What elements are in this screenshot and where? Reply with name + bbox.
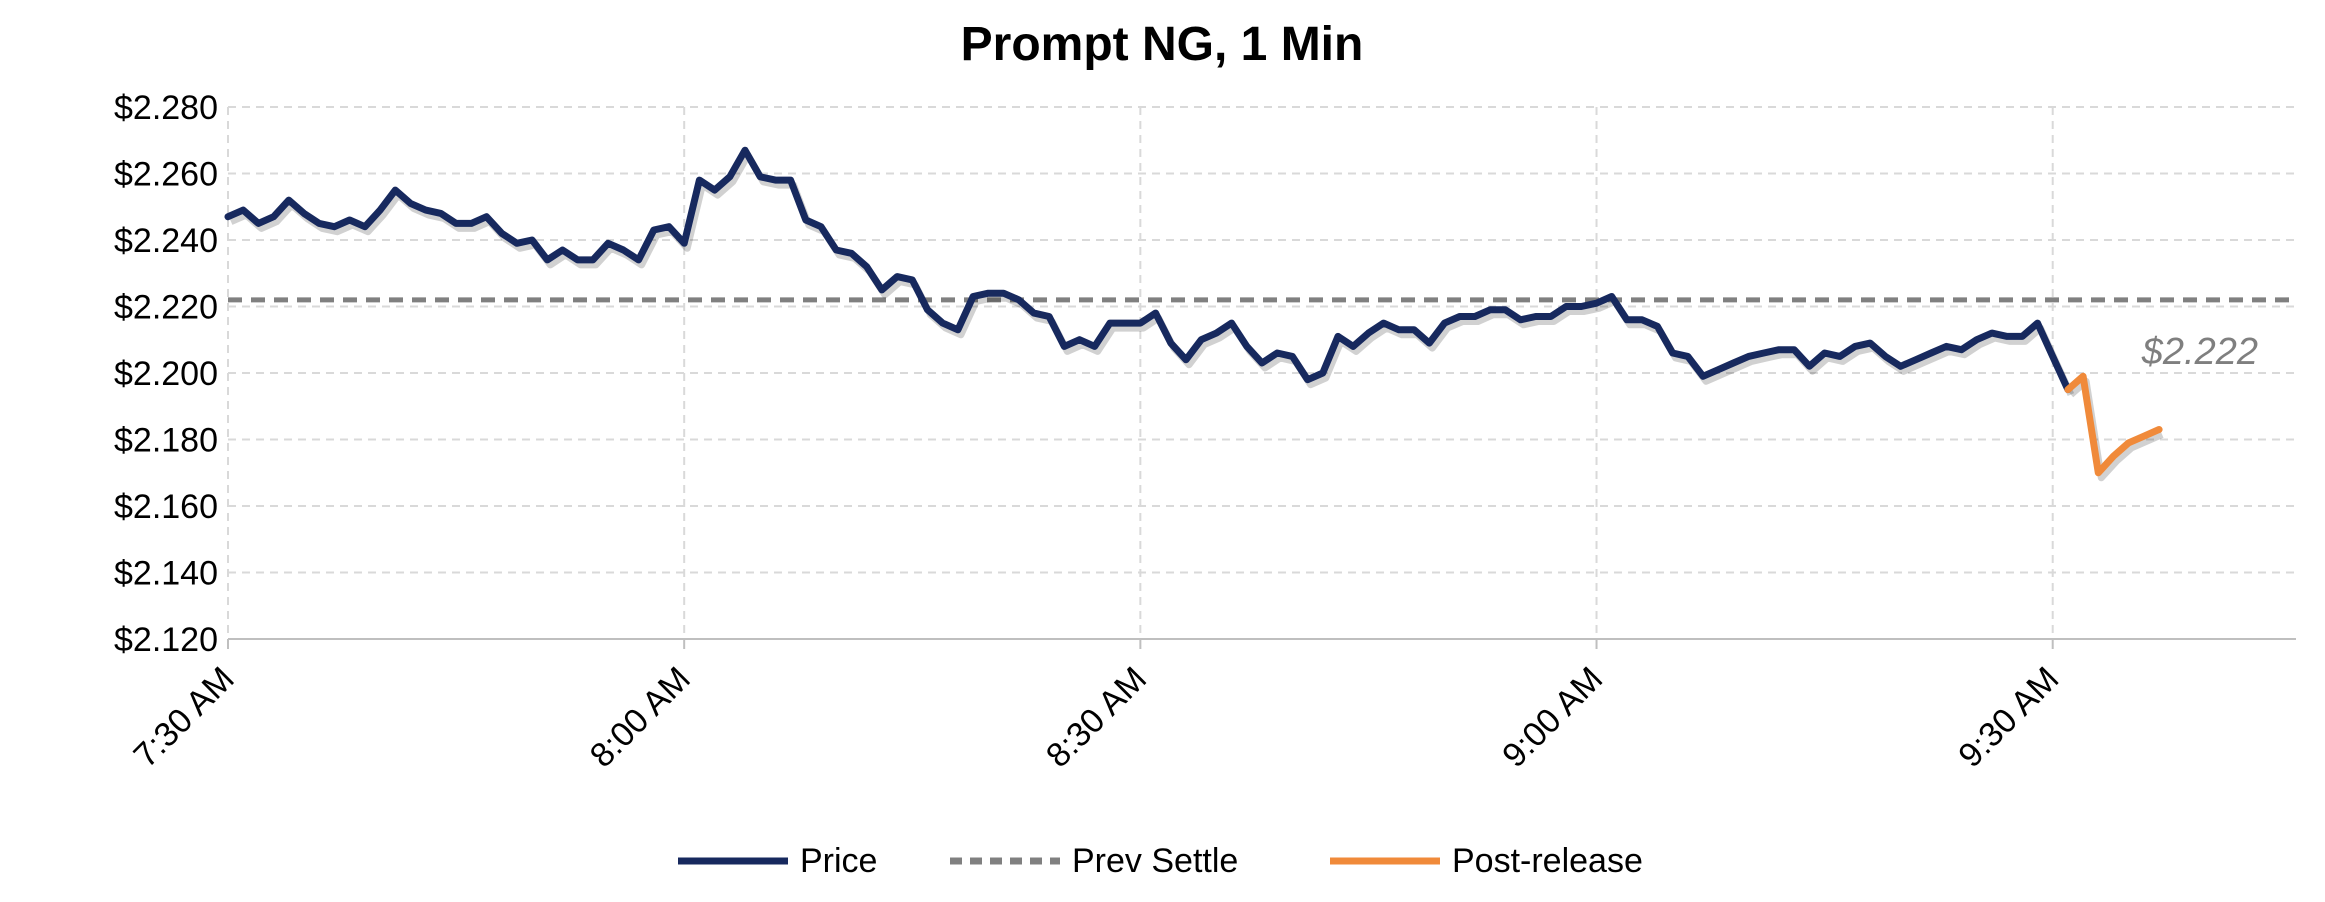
y-tick-label: $2.180: [114, 422, 218, 460]
x-tick-label-group: 8:00 AM: [583, 660, 698, 775]
legend-item-price: Price: [678, 842, 877, 880]
y-tick-label: $2.140: [114, 555, 218, 593]
legend: Price Prev Settle Post-release: [678, 842, 1643, 880]
legend-label: Prev Settle: [1072, 842, 1238, 880]
y-tick-label: $2.120: [114, 621, 218, 659]
x-tick-label: 8:00 AM: [583, 660, 698, 775]
legend-item-prev-settle: Prev Settle: [950, 842, 1238, 880]
legend-label: Post-release: [1452, 842, 1643, 880]
x-tick-label-group: 9:00 AM: [1495, 660, 1610, 775]
y-tick-label: $2.260: [114, 156, 218, 194]
y-tick-label: $2.220: [114, 289, 218, 327]
y-tick-label: $2.160: [114, 488, 218, 526]
x-tick-label-group: 7:30 AM: [127, 660, 242, 775]
x-axis-ticks: 7:30 AM 8:00 AM 8:30 AM 9:00 AM 9:30 AM: [127, 639, 2066, 775]
y-tick-label: $2.240: [114, 222, 218, 260]
x-tick-label-group: 8:30 AM: [1039, 660, 1154, 775]
x-tick-label: 9:30 AM: [1951, 660, 2066, 775]
y-tick-label: $2.280: [114, 89, 218, 127]
chart-title: Prompt NG, 1 Min: [961, 18, 1364, 71]
x-tick-label: 7:30 AM: [127, 660, 242, 775]
legend-label: Price: [800, 842, 877, 880]
x-tick-label-group: 9:30 AM: [1951, 660, 2066, 775]
price-line: [224, 146, 2072, 394]
y-tick-label: $2.200: [114, 355, 218, 393]
post-release-line: [2064, 372, 2163, 477]
legend-item-post-release: Post-release: [1330, 842, 1643, 880]
x-tick-label: 8:30 AM: [1039, 660, 1154, 775]
price-line-shadow: [229, 151, 2075, 397]
grid: [227, 106, 2296, 639]
y-axis-ticks: $2.280 $2.260 $2.240 $2.220 $2.200 $2.180 $2.1…: [114, 89, 218, 659]
x-tick-label: 9:00 AM: [1495, 660, 1610, 775]
series: [224, 146, 2296, 482]
prev-settle-annotation: $2.222: [2141, 331, 2258, 373]
